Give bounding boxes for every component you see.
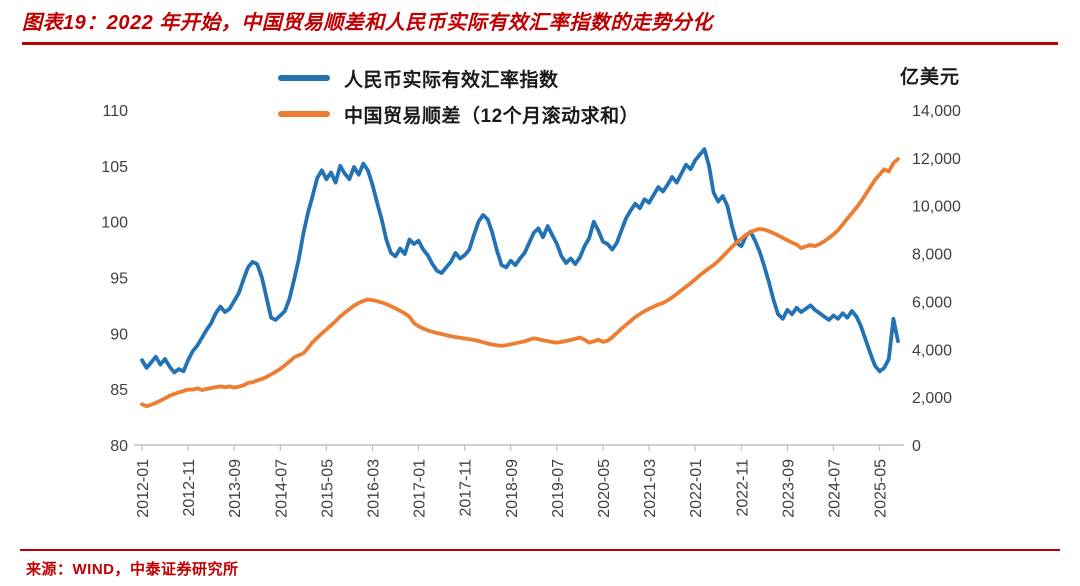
source-note: 来源：WIND，中泰证券研究所 bbox=[26, 561, 239, 578]
right-axis-tick-label: 0 bbox=[912, 438, 921, 455]
x-tick-label: 2012-11 bbox=[181, 459, 198, 517]
legend-label-surplus: 中国贸易顺差（12个月滚动求和） bbox=[344, 105, 640, 127]
x-tick-label: 2018-09 bbox=[504, 459, 521, 518]
x-tick-label: 2019-07 bbox=[550, 459, 567, 518]
right-axis-tick-label: 8,000 bbox=[912, 247, 952, 264]
right-axis-tick-label: 10,000 bbox=[912, 199, 961, 216]
left-axis-tick-label: 100 bbox=[101, 215, 128, 232]
x-tick-label: 2014-07 bbox=[273, 459, 290, 518]
right-axis-tick-label: 6,000 bbox=[912, 294, 952, 311]
left-axis-tick-label: 80 bbox=[110, 438, 128, 455]
surplus-line-swatch bbox=[278, 111, 330, 117]
right-axis-tick-label: 4,000 bbox=[912, 342, 952, 359]
x-tick-label: 2023-09 bbox=[780, 459, 797, 518]
right-axis-unit-label: 亿美元 bbox=[900, 67, 961, 88]
left-axis-tick-label: 85 bbox=[110, 382, 128, 399]
legend-item-reer: 人民币实际有效汇率指数 bbox=[278, 60, 639, 96]
x-tick-label: 2013-09 bbox=[227, 459, 244, 518]
series-line-1 bbox=[140, 157, 900, 409]
chart-title: 图表19：2022 年开始，中国贸易顺差和人民币实际有效汇率指数的走势分化 bbox=[22, 6, 1058, 45]
x-tick-label: 2012-01 bbox=[135, 459, 152, 518]
series-line-0 bbox=[140, 147, 900, 375]
left-axis-tick-label: 90 bbox=[110, 326, 128, 343]
x-tick-label: 2017-01 bbox=[412, 459, 429, 518]
x-tick-label: 2020-05 bbox=[596, 459, 613, 518]
right-axis-tick-label: 2,000 bbox=[912, 390, 952, 407]
legend-item-surplus: 中国贸易顺差（12个月滚动求和） bbox=[278, 96, 639, 132]
legend-label-reer: 人民币实际有效汇率指数 bbox=[344, 69, 559, 91]
x-tick-label: 2025-05 bbox=[873, 459, 890, 518]
reer-line-swatch bbox=[278, 75, 330, 81]
x-tick-label: 2016-03 bbox=[365, 459, 382, 518]
x-tick-label: 2022-11 bbox=[734, 459, 751, 517]
left-axis-tick-label: 110 bbox=[102, 103, 128, 120]
x-tick-label: 2017-11 bbox=[458, 459, 475, 517]
legend: 人民币实际有效汇率指数 中国贸易顺差（12个月滚动求和） bbox=[278, 60, 639, 132]
right-axis-tick-label: 12,000 bbox=[912, 151, 961, 168]
x-tick-label: 2021-03 bbox=[642, 459, 659, 518]
x-tick-label: 2015-05 bbox=[319, 459, 336, 518]
right-axis-tick-label: 14,000 bbox=[912, 103, 961, 120]
line-chart: 2012-01 2012-11 2013-09 2014-07 2015-05 2016-… bbox=[101, 103, 961, 518]
bottom-divider bbox=[20, 549, 1060, 551]
x-tick-label: 2024-07 bbox=[826, 459, 843, 518]
left-axis-tick-label: 105 bbox=[101, 159, 128, 176]
x-tick-label: 2022-01 bbox=[688, 459, 705, 518]
left-axis-tick-label: 95 bbox=[110, 271, 128, 288]
